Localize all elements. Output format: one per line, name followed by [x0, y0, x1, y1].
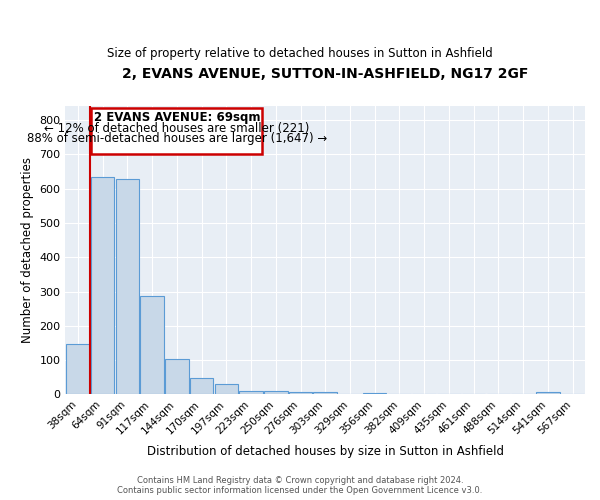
Text: Size of property relative to detached houses in Sutton in Ashfield: Size of property relative to detached ho…	[107, 48, 493, 60]
Bar	[363, 392, 386, 394]
Bar	[289, 392, 312, 394]
Bar	[66, 344, 89, 394]
Bar	[140, 296, 164, 394]
Bar	[536, 392, 560, 394]
Title: 2, EVANS AVENUE, SUTTON-IN-ASHFIELD, NG17 2GF: 2, EVANS AVENUE, SUTTON-IN-ASHFIELD, NG1…	[122, 68, 529, 82]
Bar	[313, 392, 337, 394]
Bar	[190, 378, 213, 394]
Text: 88% of semi-detached houses are larger (1,647) →: 88% of semi-detached houses are larger (…	[26, 132, 327, 145]
X-axis label: Distribution of detached houses by size in Sutton in Ashfield: Distribution of detached houses by size …	[147, 444, 504, 458]
Bar	[91, 176, 115, 394]
Text: ← 12% of detached houses are smaller (221): ← 12% of detached houses are smaller (22…	[44, 122, 310, 134]
Text: 2 EVANS AVENUE: 69sqm: 2 EVANS AVENUE: 69sqm	[94, 112, 260, 124]
Y-axis label: Number of detached properties: Number of detached properties	[21, 158, 34, 344]
Text: Contains HM Land Registry data © Crown copyright and database right 2024.: Contains HM Land Registry data © Crown c…	[137, 476, 463, 485]
Bar	[239, 391, 263, 394]
FancyBboxPatch shape	[91, 108, 262, 154]
Bar	[215, 384, 238, 394]
Bar	[116, 179, 139, 394]
Text: Contains public sector information licensed under the Open Government Licence v3: Contains public sector information licen…	[118, 486, 482, 495]
Bar	[264, 391, 287, 394]
Bar	[165, 359, 188, 394]
